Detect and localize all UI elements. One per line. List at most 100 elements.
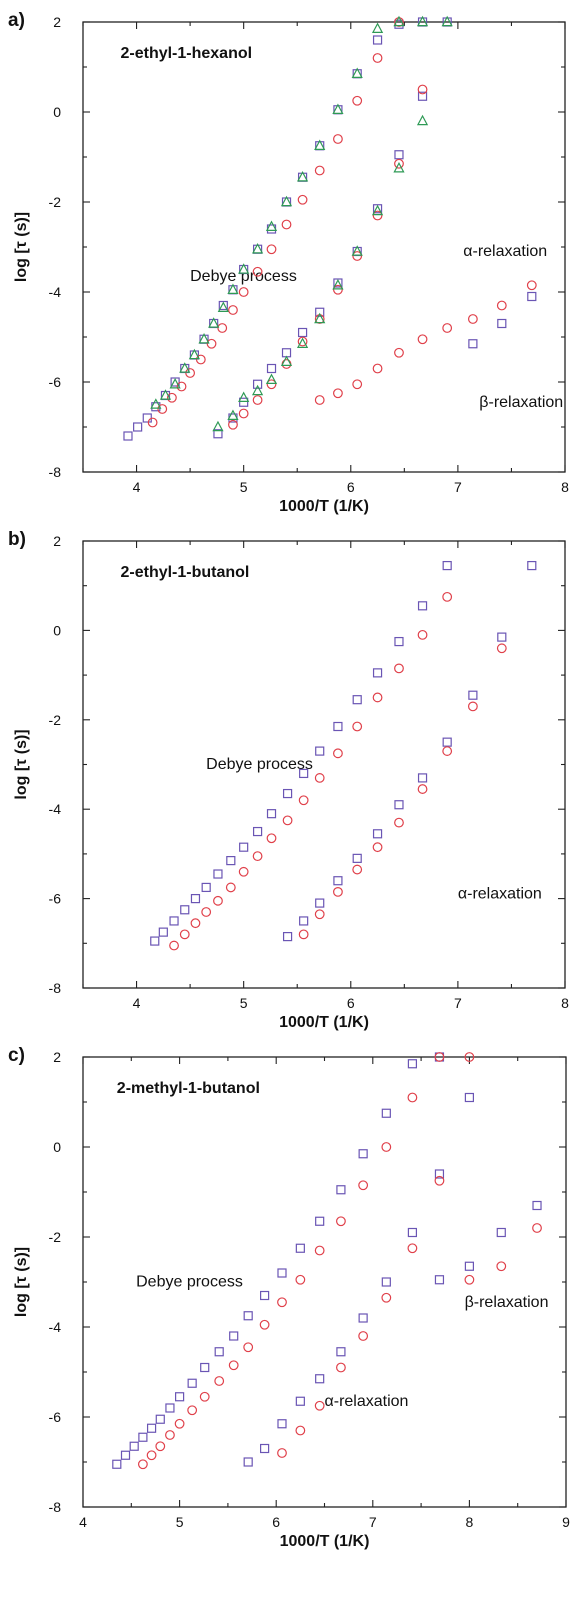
chart-title: 2-ethyl-1-hexanol [120, 45, 252, 62]
data-point-circle [464, 1052, 475, 1062]
data-point-circle [190, 918, 201, 929]
data-point-square [299, 768, 309, 779]
data-point-square [214, 1347, 224, 1357]
data-point-circle [169, 940, 179, 951]
data-point-triangle [296, 170, 309, 182]
data-point-circle [333, 388, 343, 399]
data-point-circle [434, 1052, 445, 1062]
x-tick-label: 5 [176, 1514, 184, 1530]
series-2 [169, 591, 453, 951]
data-point-square [468, 690, 478, 700]
data-point-square [315, 1216, 325, 1226]
x-tick-label: 8 [561, 995, 569, 1011]
data-point-circle [372, 53, 383, 63]
data-point-square [239, 842, 249, 852]
series-3 [150, 15, 453, 409]
data-point-circle [295, 1274, 306, 1285]
series-3 [243, 1092, 474, 1467]
data-point-square [358, 1149, 368, 1159]
annotation: β-relaxation [479, 394, 563, 411]
data-point-circle [238, 287, 249, 297]
plot-frame [82, 540, 566, 989]
data-point-circle [442, 591, 453, 602]
panel-2: b) 4 5 6 7 8 -8 -6 -4 -2 0 2 1000/T (1/K) log [τ (s)]… [8, 529, 569, 1031]
data-point-square [200, 1362, 210, 1373]
data-point-circle [336, 1216, 346, 1227]
data-point-circle [333, 748, 343, 759]
x-tick-label: 6 [347, 995, 355, 1011]
data-point-circle [333, 886, 343, 897]
chart-title: 2-ethyl-1-butanol [120, 564, 249, 581]
x-tick-label: 6 [272, 1514, 280, 1530]
data-point-circle [358, 1331, 369, 1341]
data-point-square [417, 773, 428, 783]
data-point-circle [277, 1448, 287, 1458]
y-tick-label: -6 [49, 1409, 62, 1425]
data-point-square [165, 1403, 175, 1413]
data-point-triangle [179, 362, 191, 373]
data-point-square [407, 1227, 418, 1238]
data-point-triangle [441, 15, 453, 27]
series-2 [147, 17, 404, 428]
series-6 [212, 114, 429, 432]
data-point-circle [442, 323, 453, 333]
data-point-circle [187, 1405, 198, 1416]
data-point-circle [297, 194, 308, 205]
data-point-triangle [212, 420, 224, 432]
data-point-circle [352, 251, 363, 261]
data-point-circle [195, 354, 206, 365]
data-point-square [266, 809, 277, 819]
data-point-square [299, 916, 309, 926]
data-point-circle [199, 1391, 210, 1402]
data-point-circle [496, 300, 507, 311]
data-point-square [146, 1423, 157, 1433]
data-point-square [297, 327, 308, 338]
data-point-square [150, 936, 160, 946]
data-point-square [527, 291, 537, 302]
data-point-square [229, 1331, 239, 1341]
data-point-triangle [159, 389, 172, 400]
data-point-square [315, 1374, 325, 1384]
data-point-circle [496, 1261, 507, 1272]
data-point-circle [352, 721, 363, 732]
annotation: α-relaxation [463, 243, 547, 260]
data-point-square [442, 560, 452, 571]
data-point-square [120, 1450, 131, 1460]
annotation: β-relaxation [465, 1294, 549, 1311]
data-point-triangle [416, 114, 429, 126]
x-tick-label: 8 [466, 1514, 474, 1530]
y-tick-label: -6 [49, 891, 62, 907]
y-tick-label: -8 [49, 1499, 62, 1515]
data-point-circle [394, 347, 404, 358]
y-tick-label: 2 [53, 14, 61, 30]
series-7 [314, 280, 537, 405]
data-point-circle [266, 244, 277, 255]
data-point-square [129, 1441, 139, 1451]
data-point-square [336, 1347, 346, 1357]
data-point-square [260, 1443, 270, 1454]
data-point-square [417, 91, 428, 101]
data-point-square [190, 893, 201, 904]
data-point-square [372, 829, 383, 839]
data-point-circle [281, 359, 292, 369]
data-point-circle [434, 1175, 445, 1186]
data-point-triangle [227, 409, 239, 420]
data-point-triangle [296, 337, 309, 348]
data-point-circle [352, 95, 363, 106]
data-point-square [243, 1311, 253, 1321]
data-point-square [252, 379, 263, 389]
data-point-circle [297, 336, 308, 347]
data-point-circle [147, 417, 158, 428]
data-point-square [394, 636, 404, 647]
data-point-circle [394, 663, 404, 674]
data-point-square [352, 695, 362, 705]
y-tick-label: -8 [49, 464, 62, 480]
data-point-square [496, 1227, 506, 1238]
data-point-square [226, 856, 236, 866]
data-point-square [282, 931, 293, 942]
data-point-circle [407, 1243, 418, 1254]
annotation: Debye process [190, 268, 297, 285]
data-point-triangle [371, 22, 384, 33]
data-point-square [213, 429, 223, 439]
data-point-triangle [251, 384, 264, 396]
